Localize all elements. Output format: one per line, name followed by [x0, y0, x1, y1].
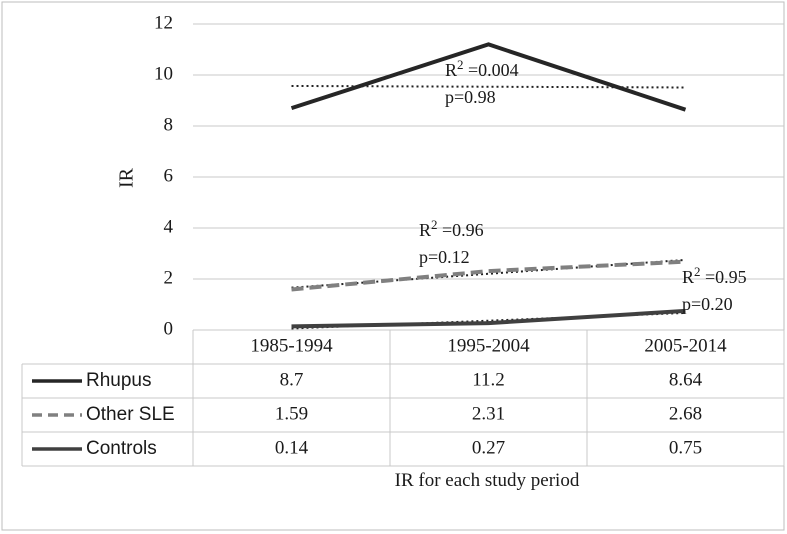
y-tick-label: 8: [164, 114, 174, 135]
y-tick-label: 6: [164, 165, 174, 186]
category-header: 1985-1994: [250, 335, 333, 356]
category-header: 2005-2014: [644, 335, 727, 356]
table-value: 1.59: [275, 403, 308, 424]
r-squared-label: R2 =0.004: [445, 57, 519, 80]
y-tick-label: 2: [164, 267, 174, 288]
y-tick-label: 10: [154, 63, 173, 84]
data-table: 1985-1994 1995-2004 2005-2014 Rhupus 8.7 11.2…: [21, 329, 785, 467]
series-name: Rhupus: [86, 370, 152, 391]
r-squared-label: R2 =0.95: [682, 264, 747, 287]
y-axis-label: IR: [116, 167, 138, 188]
table-value: 0.27: [472, 437, 505, 458]
r-squared-label: R2 =0.96: [419, 217, 484, 240]
table-value: 8.64: [669, 369, 703, 390]
y-tick-label: 12: [154, 12, 173, 33]
trend-annotations: R2 =0.004 p=0.98 R2 =0.96 p=0.12 R2 =0.95 p=0…: [419, 57, 747, 314]
table-value: 0.14: [275, 437, 309, 458]
table-value: 2.31: [472, 403, 505, 424]
table-value: 2.68: [669, 403, 702, 424]
series-name: Controls: [86, 438, 157, 459]
series-line: [291, 308, 686, 329]
series-name: Other SLE: [86, 404, 175, 425]
p-value-label: p=0.20: [682, 294, 733, 314]
table-value: 11.2: [472, 369, 505, 390]
series-lines: [290, 42, 687, 330]
y-tick-label: 4: [164, 216, 174, 237]
category-header: 1995-2004: [447, 335, 530, 356]
series-line: [291, 259, 686, 292]
p-value-label: p=0.98: [445, 87, 496, 107]
y-axis-ticks: 0 2 4 6 8 10 12: [154, 12, 174, 339]
p-value-label: p=0.12: [419, 247, 470, 267]
table-value: 0.75: [669, 437, 702, 458]
y-tick-label: 0: [164, 318, 174, 339]
x-axis-label: IR for each study period: [395, 470, 580, 491]
table-value: 8.7: [280, 369, 304, 390]
series-line: [290, 42, 687, 112]
